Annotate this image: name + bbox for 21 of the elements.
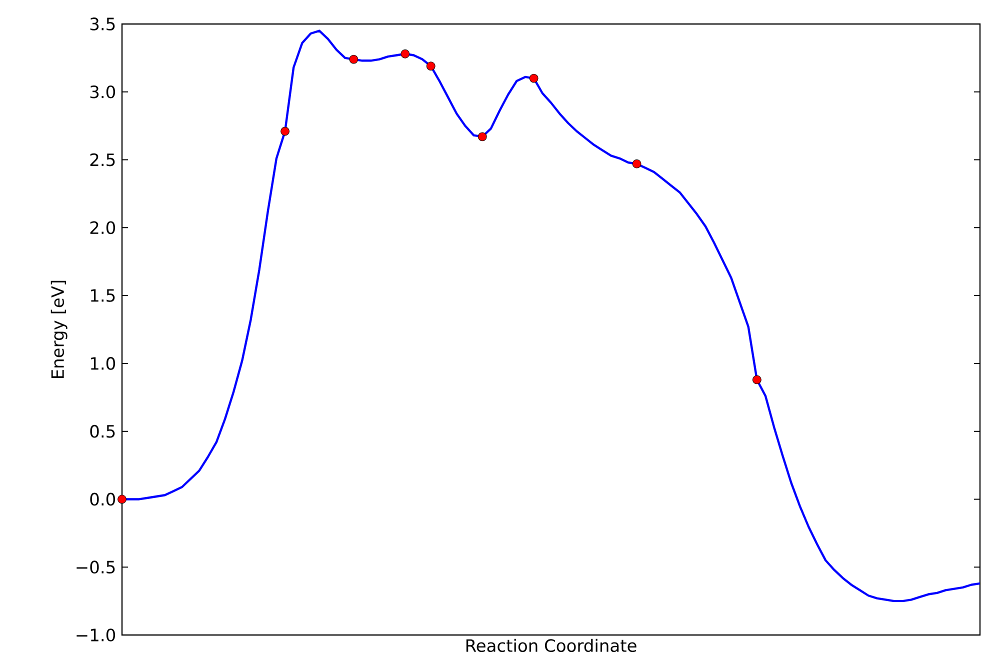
y-tick-label: 2.5 [90, 153, 115, 166]
point [632, 159, 642, 168]
point [400, 49, 410, 58]
point [280, 126, 290, 136]
y-tick-label: 0.5 [90, 424, 115, 438]
y-axis-title: Energy [eV] [50, 280, 68, 378]
y-tick-label: 2.0 [90, 221, 116, 234]
point [752, 375, 762, 384]
y-tick-label: −0.5 [76, 560, 115, 574]
y-tick-label: 1.0 [90, 357, 116, 370]
x-axis-title: Reaction Coordinate [466, 638, 636, 652]
y-tick-label: 1.5 [90, 289, 115, 302]
point [349, 54, 358, 64]
point [118, 494, 126, 504]
y-tick-label: 3.5 [90, 18, 115, 30]
point [426, 62, 436, 71]
point [478, 132, 487, 142]
point [529, 74, 538, 83]
y-tick-label: 3.0 [90, 85, 116, 98]
y-tick-label: 0.0 [90, 492, 116, 506]
y-tick-label: −1.0 [76, 628, 116, 642]
